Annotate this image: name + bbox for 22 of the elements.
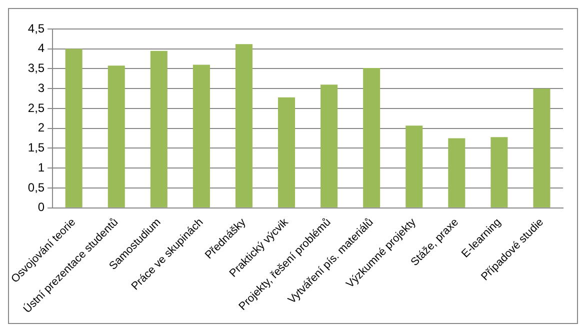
bar (448, 138, 466, 208)
bar (192, 64, 210, 208)
bar (108, 66, 125, 208)
y-tick-label: 0 (38, 200, 45, 214)
y-tick-label: 1 (38, 160, 45, 174)
y-tick-label: 4,5 (28, 21, 45, 36)
y-tick-label: 2,5 (28, 100, 45, 115)
y-tick-label: 3 (38, 80, 45, 95)
y-tick-label: 3,5 (28, 61, 45, 76)
y-tick-label: 0,5 (28, 180, 45, 194)
bar (65, 48, 82, 208)
bar (278, 97, 296, 208)
bar (406, 126, 423, 208)
y-tick-label: 4 (38, 41, 45, 56)
bar (533, 88, 550, 208)
y-tick-label: 2 (38, 120, 45, 135)
bar (320, 84, 338, 208)
bar (490, 137, 508, 208)
bar (150, 50, 168, 208)
y-tick-label: 1,5 (28, 140, 45, 155)
bar (235, 44, 252, 208)
bar (363, 68, 380, 208)
